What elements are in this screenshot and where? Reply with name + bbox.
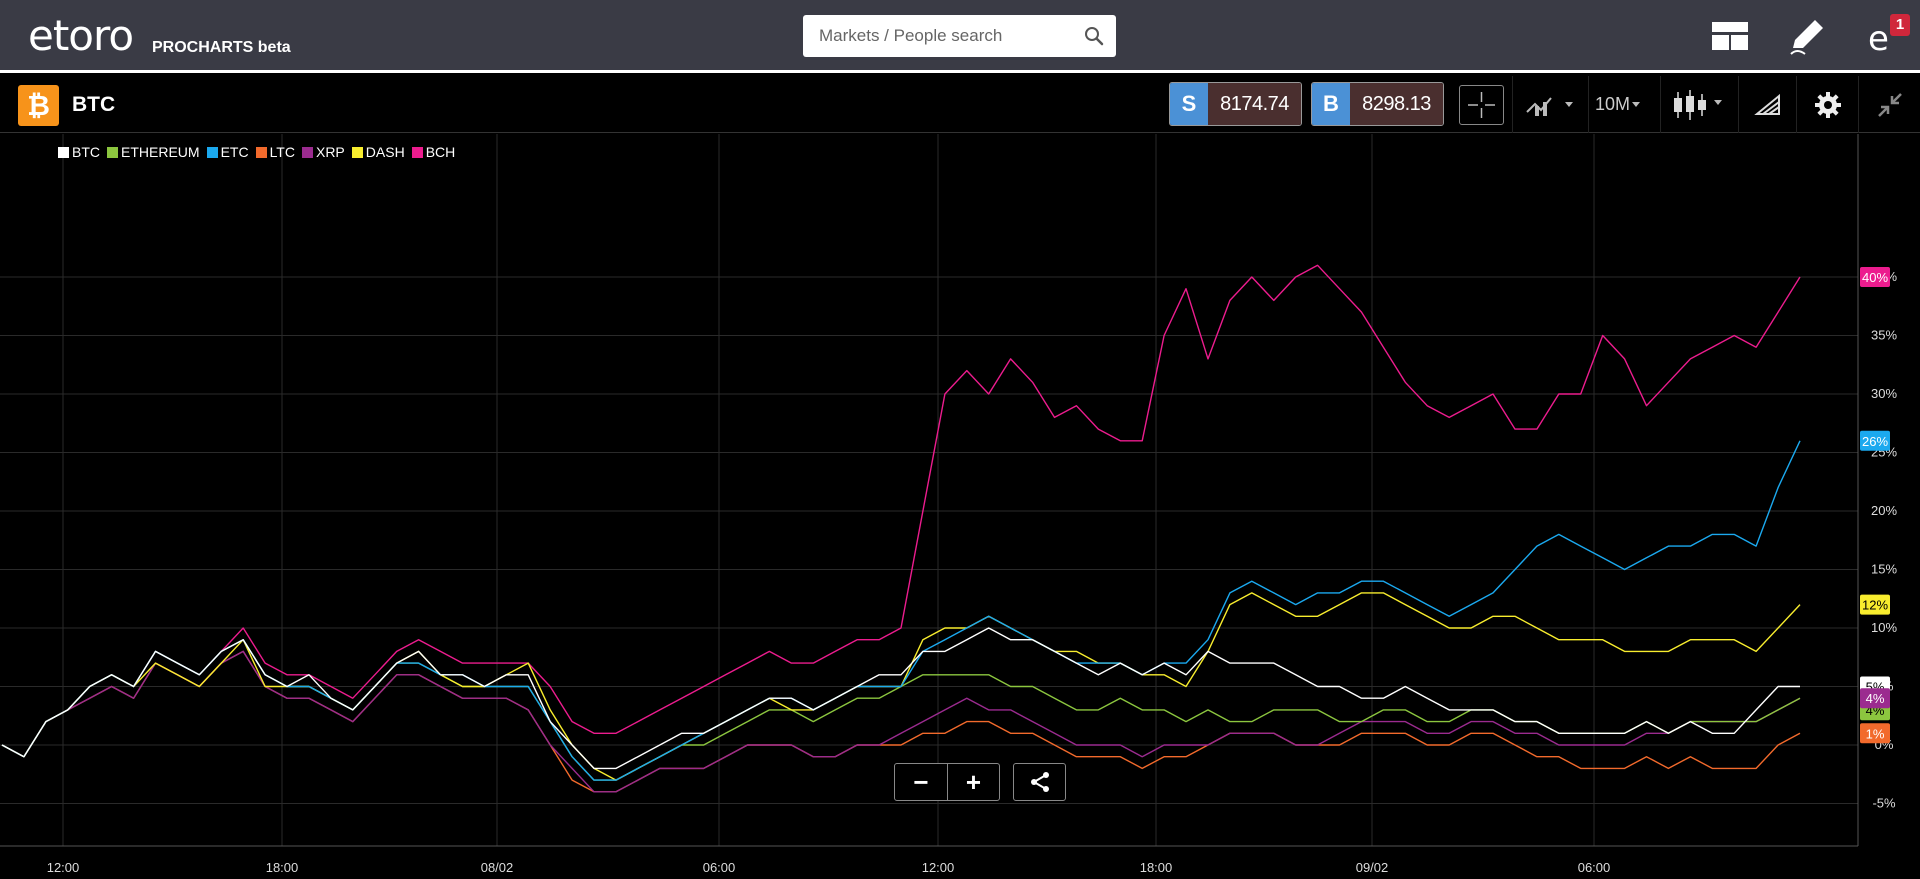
y-tick-label: -5% (1872, 796, 1896, 811)
share-button[interactable] (1013, 763, 1066, 801)
y-tick-label: 10% (1871, 620, 1897, 635)
legend-swatch (206, 146, 218, 158)
last-value-label-ltc: 1% (1860, 723, 1890, 744)
legend-swatch (351, 146, 363, 158)
buy-button[interactable]: B 8298.13 (1311, 82, 1444, 126)
candlestick-icon (1673, 89, 1722, 120)
x-tick-label: 18:00 (1140, 860, 1173, 875)
sell-label: S (1170, 83, 1208, 125)
collapse-icon (1877, 92, 1902, 117)
legend-label: BCH (425, 144, 456, 160)
search-box[interactable] (803, 15, 1116, 57)
notifications-button[interactable]: e 1 (1862, 14, 1910, 59)
series-line-bch (1, 264, 1801, 758)
svg-text:40%: 40% (1862, 270, 1888, 285)
svg-text:4%: 4% (1866, 691, 1885, 706)
last-value-label-bch: 40% (1860, 267, 1890, 287)
settings-button[interactable] (1796, 76, 1858, 133)
x-tick-label: 09/02 (1356, 860, 1389, 875)
legend-item-etc[interactable]: ETC (206, 144, 249, 160)
legend-label: BTC (72, 144, 100, 160)
svg-text:12%: 12% (1862, 598, 1888, 613)
y-tick-label: 35% (1871, 328, 1897, 343)
last-value-label-xrp: 4% (1860, 688, 1890, 709)
last-value-label-dash: 12% (1860, 594, 1890, 615)
legend-swatch (301, 146, 313, 158)
svg-text:1%: 1% (1866, 726, 1885, 741)
timeframe-value: 10M (1594, 94, 1630, 114)
etoro-e-icon: e (1868, 19, 1889, 59)
legend-label: XRP (315, 144, 345, 160)
bitcoin-icon: ₿ (18, 85, 59, 126)
y-tick-label: 20% (1871, 503, 1897, 518)
buy-label: B (1312, 83, 1350, 125)
legend-item-ethereum[interactable]: ETHEREUM (107, 144, 200, 160)
legend-item-xrp[interactable]: XRP (301, 144, 345, 160)
legend-swatch (58, 146, 69, 158)
y-tick-label: 15% (1871, 562, 1897, 577)
x-tick-label: 12:00 (47, 860, 80, 875)
svg-text:26%: 26% (1862, 434, 1888, 449)
series-line-etc (1, 440, 1801, 781)
zoom-controls: − + (894, 763, 1000, 801)
svg-text:e: e (1868, 19, 1889, 58)
collapse-button[interactable] (1858, 76, 1920, 133)
drawing-tools-icon (1753, 93, 1780, 115)
instrument-name: BTC (72, 93, 116, 116)
timeframe-select[interactable]: 10M (1588, 76, 1648, 133)
gear-icon (1814, 91, 1841, 118)
drawing-tools-button[interactable] (1738, 76, 1796, 133)
top-header: etoro PROCHARTS beta e 1 (0, 0, 1920, 73)
candlestick-button[interactable] (1660, 76, 1734, 133)
last-value-label-etc: 26% (1860, 430, 1890, 451)
legend-item-dash[interactable]: DASH (351, 144, 405, 160)
sell-price: 8174.74 (1208, 83, 1301, 125)
legend-label: DASH (365, 144, 405, 160)
sell-button[interactable]: S 8174.74 (1169, 82, 1302, 126)
x-tick-label: 18:00 (266, 860, 299, 875)
legend-label: ETC (220, 144, 249, 160)
etoro-logo[interactable]: etoro (28, 11, 134, 60)
comparison-chart[interactable]: 40%35%30%25%20%15%10%5%0%-5%12:0018:0008… (0, 134, 1920, 879)
notification-badge: 1 (1890, 14, 1910, 36)
legend-label: LTC (269, 144, 295, 160)
buy-price: 8298.13 (1350, 83, 1443, 125)
legend-swatch (107, 146, 118, 158)
procharts-label: PROCHARTS beta (152, 39, 291, 56)
instrument-bar: ₿ BTC S 8174.74 B 8298.13 10M (0, 76, 1920, 133)
crosshair-icon (1468, 92, 1495, 118)
search-icon[interactable] (1084, 26, 1104, 46)
legend-item-ltc[interactable]: LTC (255, 144, 295, 160)
layout-icon[interactable] (1708, 14, 1752, 58)
pencil-icon[interactable] (1785, 14, 1829, 58)
chart-legend: BTC ETHEREUM ETC LTC XRP DASH BCH (58, 144, 455, 160)
legend-swatch (255, 146, 267, 158)
legend-item-btc[interactable]: BTC (58, 144, 100, 160)
x-tick-label: 06:00 (703, 860, 736, 875)
chart-type-button[interactable] (1512, 76, 1588, 133)
zoom-out-button[interactable]: − (913, 766, 929, 797)
x-tick-label: 08/02 (481, 860, 514, 875)
search-input[interactable] (803, 15, 1073, 57)
legend-label: ETHEREUM (121, 144, 200, 160)
x-tick-label: 12:00 (922, 860, 955, 875)
chart-type-icon (1525, 96, 1573, 116)
x-tick-label: 06:00 (1578, 860, 1611, 875)
zoom-in-button[interactable]: + (946, 764, 999, 800)
chevron-down-icon (1632, 101, 1640, 107)
crosshair-button[interactable] (1459, 85, 1504, 125)
series-line-xrp (1, 650, 1801, 793)
series-line-ethereum (1, 639, 1801, 781)
y-tick-label: 30% (1871, 386, 1897, 401)
legend-swatch (411, 146, 423, 158)
share-icon (1030, 772, 1049, 792)
legend-item-bch[interactable]: BCH (411, 144, 456, 160)
series-line-btc (1, 627, 1800, 770)
